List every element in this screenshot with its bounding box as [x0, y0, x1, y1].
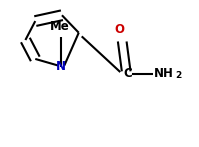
Text: NH: NH	[154, 67, 174, 80]
Text: O: O	[114, 23, 124, 36]
Text: Me: Me	[50, 20, 70, 33]
Text: N: N	[56, 60, 66, 74]
Text: 2: 2	[175, 71, 181, 80]
Text: C: C	[124, 67, 133, 80]
